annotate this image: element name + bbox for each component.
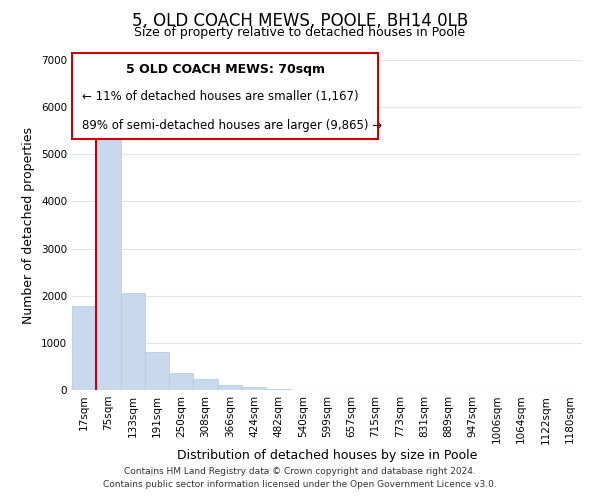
Text: Contains public sector information licensed under the Open Government Licence v3: Contains public sector information licen… bbox=[103, 480, 497, 489]
Text: 89% of semi-detached houses are larger (9,865) →: 89% of semi-detached houses are larger (… bbox=[82, 120, 382, 132]
Bar bbox=[242, 387, 266, 390]
Bar bbox=[266, 388, 290, 390]
Text: ← 11% of detached houses are smaller (1,167): ← 11% of detached houses are smaller (1,… bbox=[82, 90, 359, 102]
Text: Contains HM Land Registry data © Crown copyright and database right 2024.: Contains HM Land Registry data © Crown c… bbox=[124, 467, 476, 476]
Text: 5, OLD COACH MEWS, POOLE, BH14 0LB: 5, OLD COACH MEWS, POOLE, BH14 0LB bbox=[132, 12, 468, 30]
Text: Size of property relative to detached houses in Poole: Size of property relative to detached ho… bbox=[134, 26, 466, 39]
Bar bbox=[193, 379, 218, 390]
Bar bbox=[169, 372, 193, 390]
FancyBboxPatch shape bbox=[72, 54, 378, 139]
Bar bbox=[121, 294, 145, 390]
Bar bbox=[218, 385, 242, 390]
Bar bbox=[96, 119, 121, 390]
Text: 5 OLD COACH MEWS: 70sqm: 5 OLD COACH MEWS: 70sqm bbox=[125, 64, 325, 76]
Bar bbox=[72, 306, 96, 390]
Y-axis label: Number of detached properties: Number of detached properties bbox=[22, 126, 35, 324]
X-axis label: Distribution of detached houses by size in Poole: Distribution of detached houses by size … bbox=[177, 449, 477, 462]
Bar bbox=[145, 352, 169, 390]
